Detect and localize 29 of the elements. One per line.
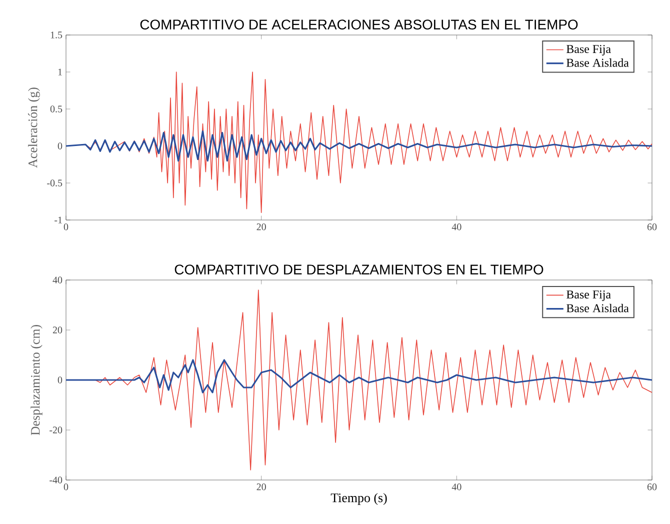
x-tick-label: 40 (452, 484, 462, 490)
x-tick-label: 0 (64, 484, 68, 490)
line-series (66, 130, 652, 162)
y-tick-label: 0 (58, 376, 62, 384)
chart-title: COMPARTITIVO DE DESPLAZAMIENTOS EN EL TIEMPO (174, 264, 544, 275)
x-tick-label: 60 (647, 484, 657, 490)
y-tick-label: -40 (50, 476, 62, 484)
x-tick-label: 0 (64, 224, 68, 230)
legend-label: Base Aislada (566, 58, 629, 67)
legend-label: Base Fija (566, 45, 611, 56)
y-tick-label: -0.5 (47, 180, 62, 186)
x-tick-label: 40 (452, 224, 462, 230)
y-tick-label: 0 (58, 142, 62, 150)
y-axis-title: Aceleración (g) (28, 88, 40, 168)
x-tick-label: 20 (256, 484, 266, 490)
y-tick-label: 40 (52, 276, 62, 284)
x-tick-label: 60 (647, 224, 657, 230)
y-tick-label: -1 (54, 216, 62, 224)
chart-title: COMPARTITIVO DE ACELERACIONES ABSOLUTAS EN EL TIEMPO (140, 20, 578, 30)
x-axis-title: Tiempo (s) (330, 493, 387, 505)
legend-label: Base Aislada (566, 304, 629, 312)
y-tick-label: 1 (58, 68, 62, 76)
y-axis-title: Desplazamiento (cm) (30, 324, 42, 436)
legend-label: Base Fija (566, 290, 611, 301)
x-tick-label: 20 (256, 224, 266, 230)
y-tick-label: -20 (50, 426, 62, 434)
y-tick-label: 0.5 (50, 106, 62, 112)
y-tick-label: 1.5 (50, 32, 62, 38)
y-tick-label: 20 (52, 326, 62, 334)
